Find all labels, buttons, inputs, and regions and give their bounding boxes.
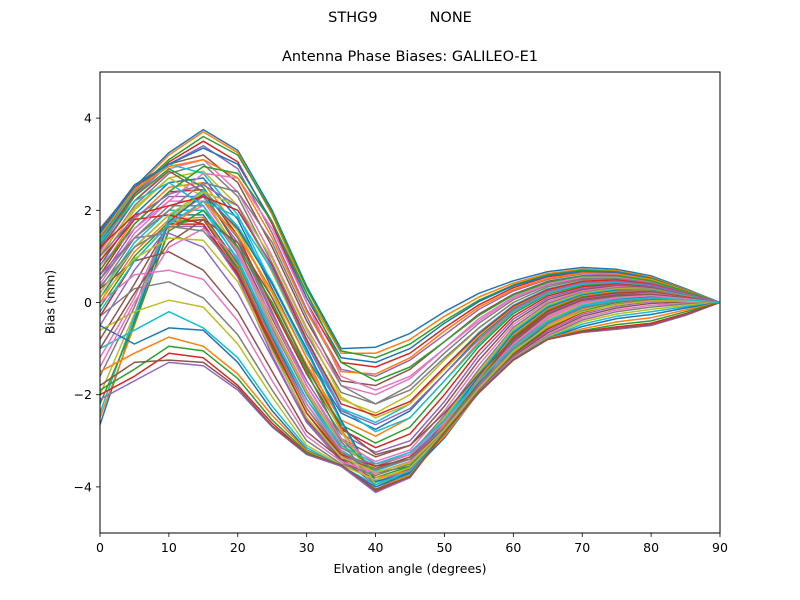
x-tick-label: 60 bbox=[505, 540, 521, 555]
series-line bbox=[100, 181, 720, 405]
series-line bbox=[100, 237, 720, 473]
y-tick-label: −2 bbox=[74, 387, 92, 402]
series-line bbox=[100, 170, 720, 458]
y-tick-label: 0 bbox=[84, 295, 92, 310]
x-axis-label: Elvation angle (degrees) bbox=[333, 561, 487, 576]
chart-title: Antenna Phase Biases: GALILEO-E1 bbox=[281, 49, 539, 65]
x-tick-label: 0 bbox=[96, 540, 104, 555]
series-line bbox=[100, 225, 720, 484]
series-line bbox=[100, 225, 720, 471]
series-line bbox=[100, 135, 720, 359]
series-line bbox=[100, 281, 720, 477]
series-line bbox=[100, 269, 720, 474]
series-line bbox=[100, 301, 720, 494]
data-lines bbox=[100, 128, 720, 494]
series-line bbox=[100, 128, 720, 350]
y-axis-ticks: −4 −2 0 2 4 bbox=[74, 111, 100, 494]
series-line bbox=[100, 251, 720, 470]
x-tick-label: 80 bbox=[643, 540, 659, 555]
series-line bbox=[100, 209, 720, 472]
series-line bbox=[100, 301, 720, 488]
series-line bbox=[100, 147, 720, 364]
series-line bbox=[100, 301, 720, 490]
suptitle-radome: NONE bbox=[429, 10, 472, 26]
x-tick-label: 40 bbox=[368, 540, 384, 555]
series-line bbox=[100, 193, 720, 483]
series-line bbox=[100, 140, 720, 368]
figure-suptitle: STHG9 NONE bbox=[0, 10, 800, 26]
x-tick-label: 10 bbox=[161, 540, 177, 555]
series-line bbox=[100, 218, 720, 456]
x-tick-label: 50 bbox=[436, 540, 452, 555]
x-tick-label: 20 bbox=[230, 540, 246, 555]
y-axis-label: Bias (mm) bbox=[42, 269, 58, 335]
series-line bbox=[100, 209, 720, 474]
x-tick-label: 70 bbox=[574, 540, 590, 555]
series-line bbox=[100, 184, 720, 426]
y-tick-label: 2 bbox=[84, 203, 92, 218]
suptitle-station: STHG9 bbox=[328, 10, 378, 26]
y-tick-label: 4 bbox=[84, 111, 92, 126]
series-line bbox=[100, 168, 720, 444]
series-line bbox=[100, 214, 720, 467]
series-line bbox=[100, 223, 720, 481]
y-tick-label: −4 bbox=[74, 479, 92, 494]
x-tick-label: 30 bbox=[299, 540, 315, 555]
series-line bbox=[100, 195, 720, 417]
x-tick-label: 90 bbox=[712, 540, 728, 555]
x-axis-ticks: 0 10 20 30 40 50 60 70 80 90 bbox=[96, 533, 728, 555]
series-line bbox=[100, 158, 720, 375]
series-line bbox=[100, 299, 720, 481]
series-line bbox=[100, 227, 720, 465]
series-line bbox=[100, 216, 720, 477]
series-line bbox=[100, 165, 720, 382]
series-line bbox=[100, 200, 720, 433]
series-line bbox=[100, 145, 720, 378]
series-line bbox=[100, 131, 720, 354]
series-line bbox=[100, 301, 720, 486]
series-line bbox=[100, 181, 720, 465]
series-line bbox=[100, 301, 720, 490]
series-line bbox=[100, 172, 720, 391]
